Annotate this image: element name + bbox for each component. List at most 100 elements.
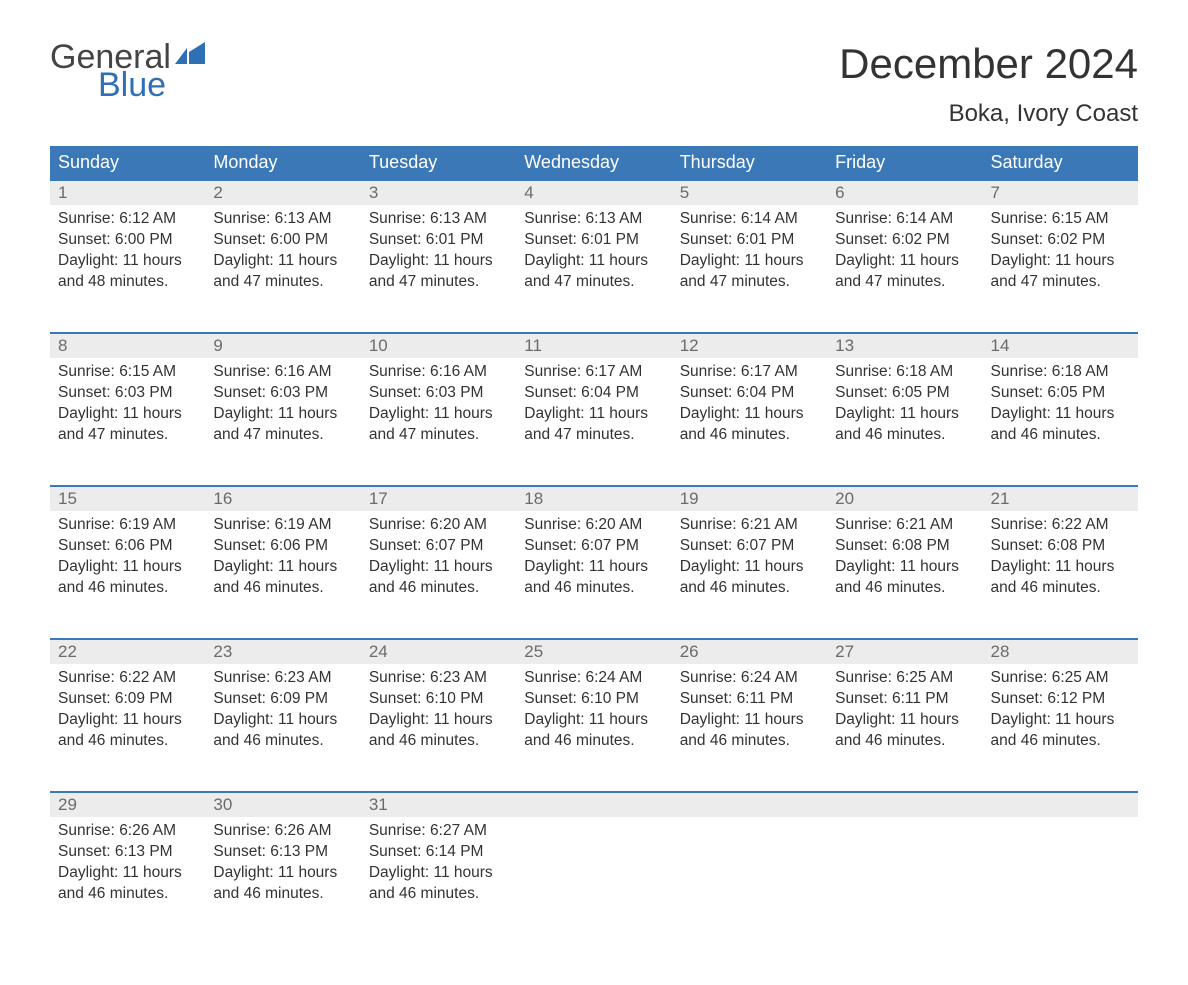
sunrise-label: Sunrise: [991, 210, 1048, 227]
daylight-line: Daylight: 11 hours and 46 minutes. [680, 557, 819, 599]
sunset-line: Sunset: 6:03 PM [369, 383, 508, 404]
sunset-line: Sunset: 6:14 PM [369, 842, 508, 863]
sunset-value: 6:06 PM [115, 537, 173, 554]
sunset-label: Sunset: [369, 690, 422, 707]
day-cell: Sunrise: 6:16 AMSunset: 6:03 PMDaylight:… [361, 358, 516, 486]
sunrise-line: Sunrise: 6:15 AM [58, 362, 197, 383]
sunrise-value: 6:15 AM [119, 363, 176, 380]
sunset-line: Sunset: 6:04 PM [524, 383, 663, 404]
daylight-label: Daylight: [58, 558, 118, 575]
day-number-cell: 12 [672, 333, 827, 358]
sunrise-label: Sunrise: [835, 516, 892, 533]
day-number-cell: 10 [361, 333, 516, 358]
weekday-header: Tuesday [361, 146, 516, 180]
day-number-cell: 4 [516, 180, 671, 205]
sunset-line: Sunset: 6:05 PM [991, 383, 1130, 404]
sunrise-label: Sunrise: [213, 669, 270, 686]
daylight-line: Daylight: 11 hours and 46 minutes. [213, 557, 352, 599]
day-number-cell: 21 [983, 486, 1138, 511]
week-daynum-row: 15161718192021 [50, 486, 1138, 511]
sunrise-label: Sunrise: [835, 669, 892, 686]
sunset-label: Sunset: [680, 537, 733, 554]
daylight-line: Daylight: 11 hours and 46 minutes. [58, 557, 197, 599]
sunrise-value: 6:21 AM [741, 516, 798, 533]
day-number-cell [983, 792, 1138, 817]
daylight-line: Daylight: 11 hours and 46 minutes. [680, 710, 819, 752]
sunrise-value: 6:16 AM [430, 363, 487, 380]
sunset-line: Sunset: 6:12 PM [991, 689, 1130, 710]
sunrise-line: Sunrise: 6:19 AM [58, 515, 197, 536]
daylight-line: Daylight: 11 hours and 48 minutes. [58, 251, 197, 293]
daylight-label: Daylight: [213, 864, 273, 881]
daylight-line: Daylight: 11 hours and 47 minutes. [680, 251, 819, 293]
sunrise-value: 6:20 AM [430, 516, 487, 533]
sunset-line: Sunset: 6:08 PM [835, 536, 974, 557]
day-cell: Sunrise: 6:23 AMSunset: 6:10 PMDaylight:… [361, 664, 516, 792]
daylight-line: Daylight: 11 hours and 47 minutes. [213, 404, 352, 446]
day-cell: Sunrise: 6:22 AMSunset: 6:08 PMDaylight:… [983, 511, 1138, 639]
sunrise-line: Sunrise: 6:17 AM [524, 362, 663, 383]
sunrise-value: 6:17 AM [585, 363, 642, 380]
daylight-label: Daylight: [524, 558, 584, 575]
month-title: December 2024 [839, 40, 1138, 88]
daylight-line: Daylight: 11 hours and 46 minutes. [991, 710, 1130, 752]
sunrise-line: Sunrise: 6:26 AM [213, 821, 352, 842]
sunset-label: Sunset: [58, 384, 111, 401]
sunset-label: Sunset: [524, 384, 577, 401]
sunrise-line: Sunrise: 6:27 AM [369, 821, 508, 842]
location-subtitle: Boka, Ivory Coast [839, 100, 1138, 128]
sunset-label: Sunset: [369, 384, 422, 401]
day-cell: Sunrise: 6:14 AMSunset: 6:01 PMDaylight:… [672, 205, 827, 333]
sunset-label: Sunset: [680, 231, 733, 248]
day-content: Sunrise: 6:19 AMSunset: 6:06 PMDaylight:… [205, 511, 360, 613]
sunset-line: Sunset: 6:01 PM [369, 230, 508, 251]
daylight-label: Daylight: [680, 711, 740, 728]
day-cell: Sunrise: 6:26 AMSunset: 6:13 PMDaylight:… [205, 817, 360, 945]
day-number-cell: 31 [361, 792, 516, 817]
sunrise-value: 6:18 AM [896, 363, 953, 380]
sunrise-label: Sunrise: [369, 669, 426, 686]
sunrise-value: 6:22 AM [119, 669, 176, 686]
daylight-label: Daylight: [58, 864, 118, 881]
sunset-line: Sunset: 6:10 PM [524, 689, 663, 710]
daylight-label: Daylight: [524, 711, 584, 728]
daylight-label: Daylight: [213, 405, 273, 422]
sunset-value: 6:13 PM [270, 843, 328, 860]
daylight-line: Daylight: 11 hours and 47 minutes. [524, 404, 663, 446]
daylight-label: Daylight: [369, 405, 429, 422]
sunset-value: 6:03 PM [270, 384, 328, 401]
day-cell: Sunrise: 6:24 AMSunset: 6:11 PMDaylight:… [672, 664, 827, 792]
day-content: Sunrise: 6:15 AMSunset: 6:03 PMDaylight:… [50, 358, 205, 460]
day-cell: Sunrise: 6:15 AMSunset: 6:02 PMDaylight:… [983, 205, 1138, 333]
sunset-value: 6:01 PM [737, 231, 795, 248]
sunrise-line: Sunrise: 6:13 AM [369, 209, 508, 230]
day-content: Sunrise: 6:26 AMSunset: 6:13 PMDaylight:… [205, 817, 360, 919]
day-cell: Sunrise: 6:18 AMSunset: 6:05 PMDaylight:… [983, 358, 1138, 486]
daylight-line: Daylight: 11 hours and 47 minutes. [991, 251, 1130, 293]
sunset-label: Sunset: [524, 537, 577, 554]
daylight-label: Daylight: [680, 558, 740, 575]
day-content: Sunrise: 6:13 AMSunset: 6:01 PMDaylight:… [361, 205, 516, 307]
day-content: Sunrise: 6:13 AMSunset: 6:00 PMDaylight:… [205, 205, 360, 307]
sunrise-value: 6:20 AM [585, 516, 642, 533]
day-number-cell: 28 [983, 639, 1138, 664]
sunrise-line: Sunrise: 6:24 AM [524, 668, 663, 689]
sunset-value: 6:01 PM [426, 231, 484, 248]
sunrise-line: Sunrise: 6:13 AM [524, 209, 663, 230]
day-cell: Sunrise: 6:22 AMSunset: 6:09 PMDaylight:… [50, 664, 205, 792]
week-content-row: Sunrise: 6:26 AMSunset: 6:13 PMDaylight:… [50, 817, 1138, 945]
day-cell: Sunrise: 6:17 AMSunset: 6:04 PMDaylight:… [516, 358, 671, 486]
sunset-line: Sunset: 6:04 PM [680, 383, 819, 404]
sunset-value: 6:03 PM [426, 384, 484, 401]
daylight-label: Daylight: [369, 864, 429, 881]
day-cell [672, 817, 827, 945]
sunset-value: 6:05 PM [892, 384, 950, 401]
week-daynum-row: 1234567 [50, 180, 1138, 205]
sunrise-label: Sunrise: [58, 669, 115, 686]
daylight-label: Daylight: [369, 711, 429, 728]
sunrise-value: 6:26 AM [275, 822, 332, 839]
sunrise-value: 6:25 AM [1052, 669, 1109, 686]
day-cell: Sunrise: 6:13 AMSunset: 6:01 PMDaylight:… [516, 205, 671, 333]
sunrise-label: Sunrise: [369, 822, 426, 839]
day-content: Sunrise: 6:18 AMSunset: 6:05 PMDaylight:… [827, 358, 982, 460]
